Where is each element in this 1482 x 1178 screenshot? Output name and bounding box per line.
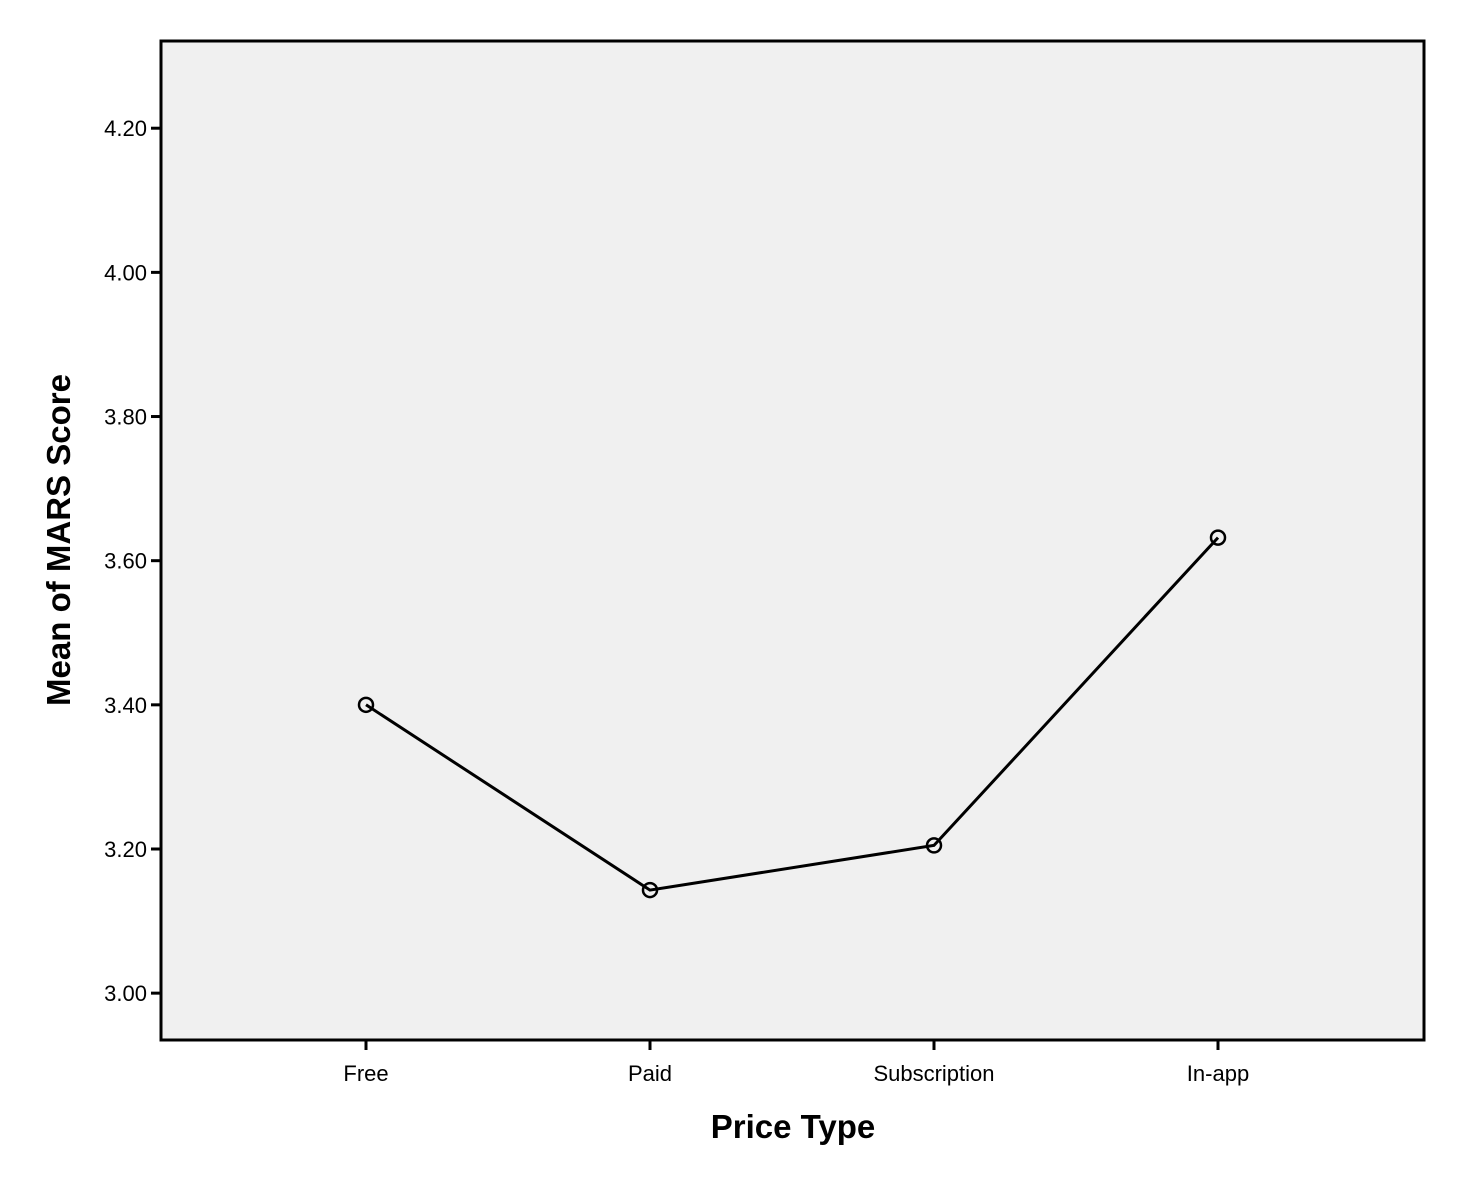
x-tick-label: Paid [628, 1061, 672, 1086]
y-tick-label: 4.00 [104, 260, 147, 285]
data-point-subscription [925, 837, 943, 854]
data-point-markers [357, 529, 1227, 899]
y-tick-label: 3.20 [104, 837, 147, 862]
data-point-free [357, 696, 375, 714]
y-tick-label: 3.80 [104, 405, 147, 430]
y-axis-ticks: 3.00 3.20 3.40 3.60 3.80 4.00 4.20 [104, 116, 161, 1006]
x-tick-label: Subscription [873, 1061, 994, 1086]
plot-area [159, 39, 1426, 1042]
y-tick-label: 4.20 [104, 116, 147, 141]
x-axis-ticks: Free Paid Subscription In-app [343, 1040, 1249, 1086]
y-tick-label: 3.40 [104, 693, 147, 718]
x-tick-label: In-app [1187, 1061, 1249, 1086]
data-point-paid [641, 881, 659, 899]
data-point-in-app [1209, 529, 1227, 546]
y-axis-title: Mean of MARS Score [40, 374, 77, 706]
x-axis-title: Price Type [711, 1108, 875, 1145]
x-tick-label: Free [343, 1061, 388, 1086]
series-line [365, 536, 1220, 892]
y-tick-label: 3.60 [104, 549, 147, 574]
y-tick-label: 3.00 [104, 981, 147, 1006]
